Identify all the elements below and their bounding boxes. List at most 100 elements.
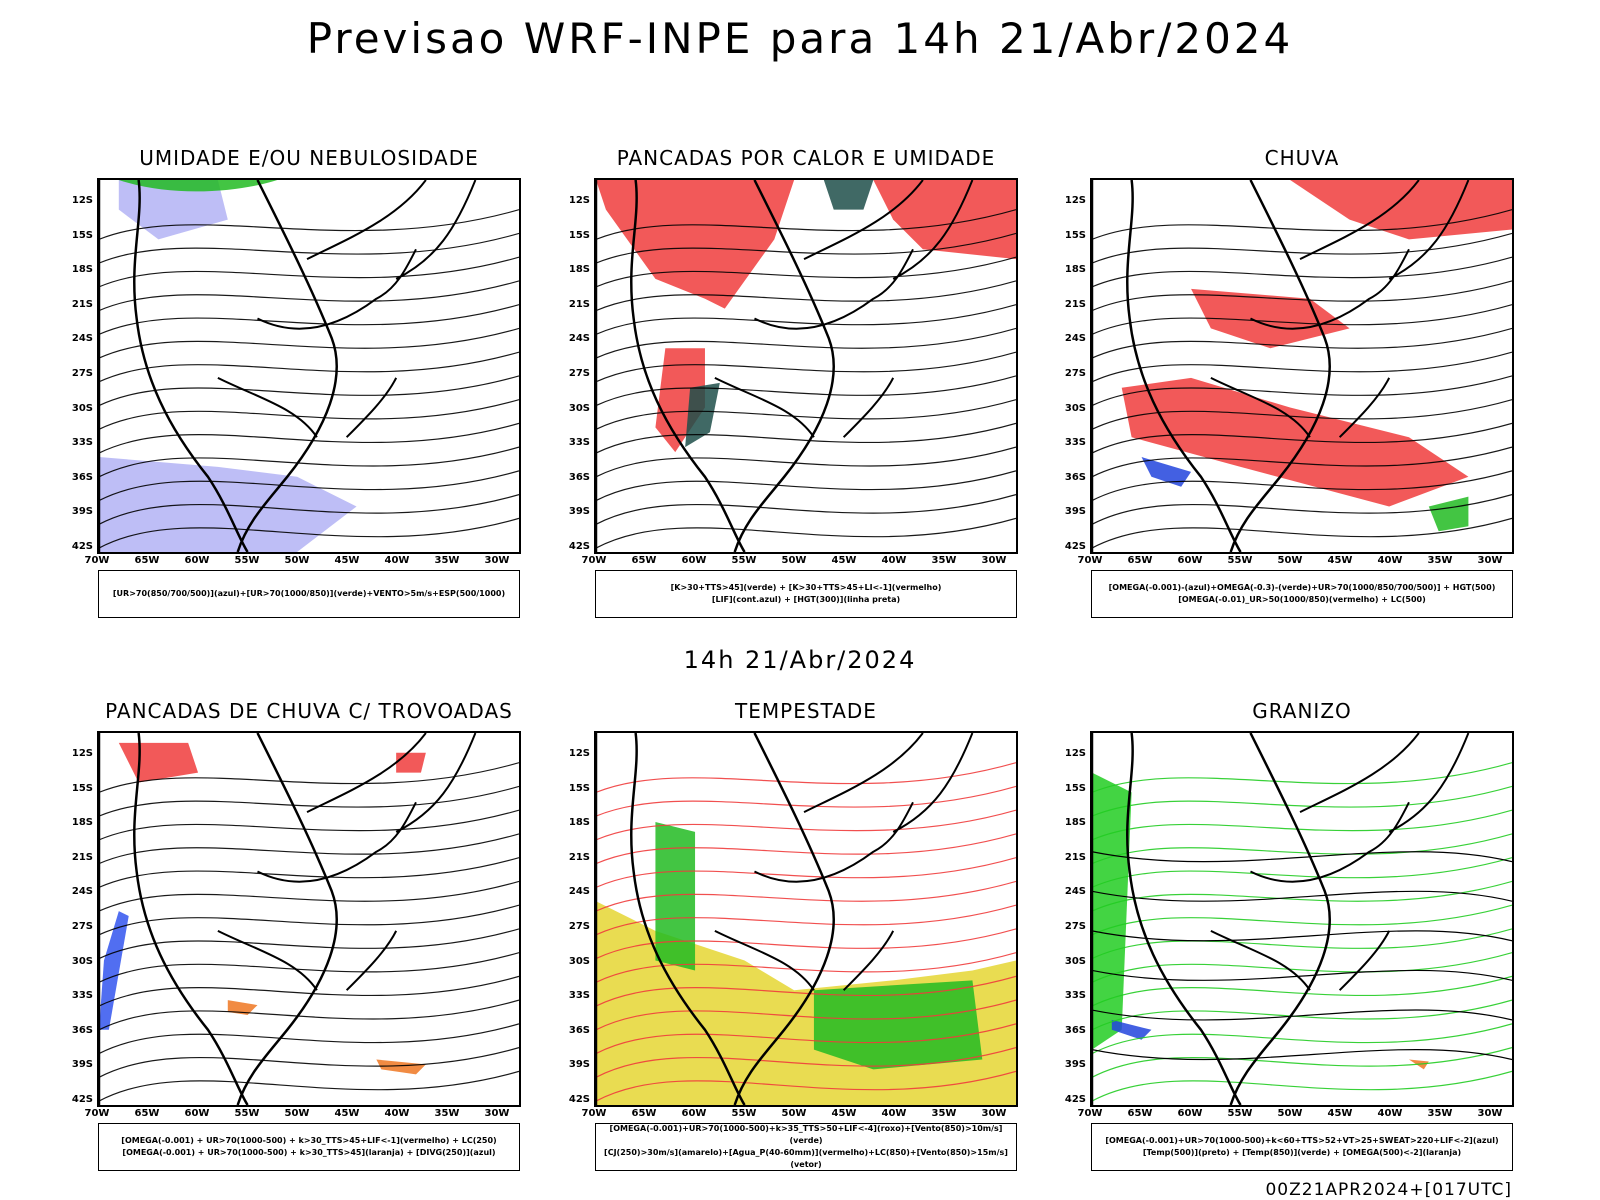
longitude-tick: 55W xyxy=(731,555,757,566)
latitude-tick: 42S xyxy=(568,541,590,552)
temperature-500-line xyxy=(1092,851,1512,863)
temperature-500-line xyxy=(1092,969,1512,981)
legend-line: [UR>70(850/700/500)](azul)+[UR>70(1000/8… xyxy=(112,589,506,598)
longitude-tick: 65W xyxy=(631,555,657,566)
shaded-region xyxy=(685,382,720,448)
panel-title: TEMPESTADE xyxy=(735,699,877,723)
longitude-tick: 30W xyxy=(484,1108,510,1119)
contour-line xyxy=(1092,280,1512,312)
contour-line xyxy=(1092,232,1512,264)
coastline xyxy=(596,180,835,552)
longitude-tick: 50W xyxy=(284,555,310,566)
contour-line xyxy=(99,280,519,312)
shaded-region xyxy=(1092,772,1132,1050)
longitude-tick: 30W xyxy=(1477,1108,1503,1119)
contour-line xyxy=(1092,809,1512,841)
legend-line: [OMEGA(-0.001)+UR>70(1000-500)+k>35_TTS>… xyxy=(609,1124,1003,1145)
contour-line xyxy=(1092,304,1512,335)
temperature-500-line xyxy=(1092,1009,1512,1021)
shaded-region xyxy=(1428,496,1469,532)
panel-title: PANCADAS DE CHUVA C/ TROVOADAS xyxy=(105,699,513,723)
longitude-tick: 35W xyxy=(1427,1108,1453,1119)
shaded-region xyxy=(227,1000,258,1015)
longitude-tick: 70W xyxy=(581,555,607,566)
contour-line xyxy=(596,785,1016,817)
longitude-tick: 45W xyxy=(1327,555,1353,566)
latitude-tick: 36S xyxy=(1064,471,1086,483)
legend-line: [OMEGA(-0.001)+UR>70(1000-500)+k<60+TTS>… xyxy=(1105,1136,1499,1145)
contour-line xyxy=(99,422,519,454)
temperature-500-line xyxy=(1092,1049,1512,1061)
latitude-tick: 15S xyxy=(71,229,93,241)
panel-title: PANCADAS POR CALOR E UMIDADE xyxy=(616,146,996,170)
longitude-tick: 55W xyxy=(234,555,260,566)
latitude-tick: 39S xyxy=(568,506,590,518)
shaded-region xyxy=(1290,180,1512,240)
longitude-tick: 55W xyxy=(234,1108,260,1119)
contour-line xyxy=(99,880,519,912)
contour-line xyxy=(596,857,1016,888)
shaded-region xyxy=(596,180,795,309)
legend-line: [OMEGA(-0.001)-(azul)+OMEGA(-0.3)-(verde… xyxy=(1108,583,1496,592)
latitude-tick: 21S xyxy=(71,851,93,863)
latitude-tick: 30S xyxy=(568,955,590,967)
forecast-map xyxy=(594,178,1018,554)
latitude-tick: 12S xyxy=(71,748,93,759)
contour-line xyxy=(596,762,1016,793)
longitude-tick: 70W xyxy=(84,1108,110,1119)
contour-line xyxy=(596,470,1016,502)
latitude-tick: 33S xyxy=(568,990,590,1002)
latitude-tick: 12S xyxy=(568,195,590,206)
contour-line xyxy=(1092,928,1512,960)
contour-line xyxy=(1092,762,1512,793)
legend-line: [K>30+TTS>45](verde) + [K>30+TTS>45+LI<-… xyxy=(670,583,942,592)
longitude-tick: 40W xyxy=(1377,1108,1403,1119)
latitude-tick: 42S xyxy=(1064,541,1086,552)
latitude-tick: 27S xyxy=(71,368,93,379)
map-field xyxy=(99,180,519,552)
shaded-region xyxy=(1121,377,1469,507)
longitude-tick: 55W xyxy=(1227,1108,1253,1119)
latitude-tick: 12S xyxy=(71,195,93,206)
contour-line xyxy=(596,446,1016,478)
longitude-tick: 45W xyxy=(831,555,857,566)
contour-line xyxy=(596,833,1016,865)
latitude-tick: 24S xyxy=(71,886,93,898)
contour-line xyxy=(1092,1047,1512,1078)
contour-line xyxy=(99,833,519,865)
contour-line xyxy=(1092,351,1512,383)
contour-line xyxy=(99,375,519,407)
contour-line xyxy=(596,952,1016,983)
latitude-tick: 30S xyxy=(71,402,93,414)
panel-legend: [OMEGA(-0.001)+UR>70(1000-500)+k>35_TTS>… xyxy=(595,1123,1017,1171)
longitude-tick: 60W xyxy=(1177,555,1203,566)
coastline xyxy=(596,733,835,1105)
latitude-tick: 24S xyxy=(568,333,590,345)
contour-line xyxy=(596,494,1016,525)
contour-line xyxy=(99,857,519,888)
contour-line xyxy=(99,1047,519,1078)
latitude-tick: 27S xyxy=(568,368,590,379)
contour-line xyxy=(1092,1023,1512,1055)
shaded-region xyxy=(1111,1019,1152,1040)
contour-line xyxy=(99,809,519,841)
longitude-tick: 70W xyxy=(581,1108,607,1119)
latitude-tick: 33S xyxy=(1064,990,1086,1002)
latitude-tick: 18S xyxy=(568,817,590,829)
latitude-tick: 24S xyxy=(71,333,93,345)
longitude-tick: 40W xyxy=(1377,555,1403,566)
latitude-tick: 21S xyxy=(568,851,590,863)
contour-line xyxy=(1092,999,1512,1031)
shaded-region xyxy=(396,752,426,773)
longitude-tick: 35W xyxy=(1427,555,1453,566)
latitude-tick: 15S xyxy=(568,229,590,241)
forecast-time-label: 14h 21/Abr/2024 xyxy=(683,646,917,674)
latitude-tick: 18S xyxy=(71,817,93,829)
shaded-region xyxy=(655,348,705,453)
legend-line: [CJ(250)>30m/s](amarelo)+[Agua_P(40-60mm… xyxy=(604,1148,1008,1169)
forecast-map xyxy=(594,731,1018,1107)
contour-line xyxy=(99,304,519,335)
contour-line xyxy=(1092,857,1512,888)
map-field xyxy=(1092,180,1512,552)
latitude-tick: 12S xyxy=(568,748,590,759)
